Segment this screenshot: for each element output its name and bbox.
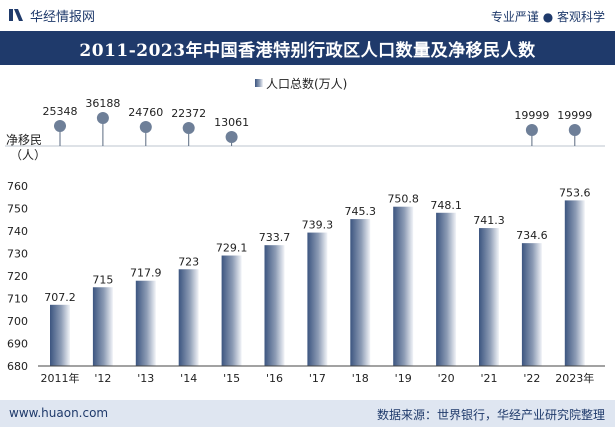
x-tick-label: '19 [395, 372, 412, 385]
bar [564, 200, 585, 366]
chart-title: 2011-2023年中国香港特别行政区人口数量及净移民人数 [0, 31, 615, 65]
bar [479, 228, 499, 366]
y-tick-label: 700 [7, 315, 28, 328]
bar [350, 219, 371, 366]
bar-value-label: 715 [92, 273, 113, 286]
legend: 人口总数(万人) [255, 76, 347, 91]
bar-value-label: 717.9 [130, 267, 162, 280]
y-tick-label: 750 [7, 203, 28, 216]
y-tick-label: 720 [7, 270, 28, 283]
footer-source: 数据来源：世界银行，华经产业研究院整理 [376, 408, 605, 422]
bar [50, 304, 70, 366]
scatter-value-label: 19999 [514, 109, 549, 122]
x-tick-label: '22 [523, 372, 540, 385]
bar-value-label: 707.2 [44, 291, 76, 304]
bar-value-label: 739.3 [302, 219, 334, 232]
bar-series: 707.2 715 717.9 723 729.1 733.7 739.3 745.3 750.… [44, 186, 591, 366]
scatter-value-label: 24760 [128, 106, 163, 119]
legend-label: 人口总数(万人) [266, 76, 347, 91]
top-bar: 华经情报网 专业严谨 ● 客观科学 [0, 0, 615, 30]
x-tick-label: '21 [480, 372, 497, 385]
x-tick-label: 2011年 [41, 371, 80, 385]
bar-value-label: 733.7 [259, 231, 291, 244]
scatter-point [182, 122, 195, 134]
bar-value-label: 753.6 [559, 186, 591, 199]
slogan: 专业严谨 ● 客观科学 [490, 10, 605, 24]
bar [307, 232, 328, 366]
x-tick-label: '18 [352, 372, 369, 385]
bar-value-label: 750.8 [387, 193, 419, 206]
bar [221, 255, 242, 366]
scatter-point [225, 131, 238, 143]
x-tick-label: '12 [94, 372, 111, 385]
scatter-value-label: 19999 [557, 109, 592, 122]
x-axis: 2011年 '12 '13 '14 '15 '16 '17 '18 '19 '20 '21 '22 20… [38, 365, 605, 385]
x-tick-label: '20 [438, 372, 455, 385]
scatter-value-label: 36188 [85, 97, 120, 110]
scatter-point [139, 121, 152, 133]
brand-name: 华经情报网 [30, 9, 96, 25]
scatter-axis-label: 净移民（人） [6, 133, 46, 162]
y-tick-label: 740 [7, 225, 28, 238]
x-tick-label: '15 [223, 372, 240, 385]
scatter-series: 25348 36188 24760 22372 13061 19999 19999 [43, 97, 592, 146]
y-tick-label: 730 [7, 248, 28, 261]
scatter-point [96, 112, 109, 124]
scatter-value-label: 25348 [43, 105, 78, 118]
scatter-point [525, 124, 538, 136]
bar [264, 245, 285, 366]
scatter-value-label: 22372 [171, 107, 206, 120]
bar-value-label: 748.1 [430, 199, 462, 212]
bar [135, 280, 156, 366]
footer: www.huaon.com 数据来源：世界银行，华经产业研究院整理 [0, 400, 615, 427]
y-tick-label: 680 [7, 360, 28, 373]
brand: 华经情报网 [8, 6, 96, 25]
y-axis: 680 690 700 710 720 730 740 750 760 [7, 180, 28, 373]
bar-value-label: 741.3 [473, 214, 505, 227]
x-tick-label: '17 [309, 372, 326, 385]
bar [393, 206, 414, 366]
bar [178, 269, 199, 366]
brand-logo-icon [9, 9, 23, 21]
y-tick-label: 690 [7, 338, 28, 351]
x-tick-label: '13 [137, 372, 154, 385]
bar [92, 287, 113, 366]
bar-value-label: 729.1 [216, 242, 248, 255]
bar [436, 212, 457, 366]
scatter-value-label: 13061 [214, 116, 249, 129]
x-tick-label: '16 [266, 372, 283, 385]
legend-swatch [255, 79, 263, 87]
chart-area: 人口总数(万人) 净移民（人） 707.2 715 717.9 723 729.1 733… [5, 76, 605, 385]
bar-value-label: 734.6 [516, 229, 548, 242]
footer-url: www.huaon.com [9, 406, 109, 420]
x-tick-label: '14 [180, 372, 197, 385]
bar [521, 243, 542, 366]
x-tick-label: 2023年 [555, 371, 594, 385]
bar-value-label: 745.3 [345, 205, 377, 218]
scatter-point [54, 120, 66, 132]
bar-value-label: 723 [178, 255, 199, 268]
y-tick-label: 710 [7, 293, 28, 306]
y-tick-label: 760 [7, 180, 28, 193]
scatter-point [568, 124, 581, 136]
